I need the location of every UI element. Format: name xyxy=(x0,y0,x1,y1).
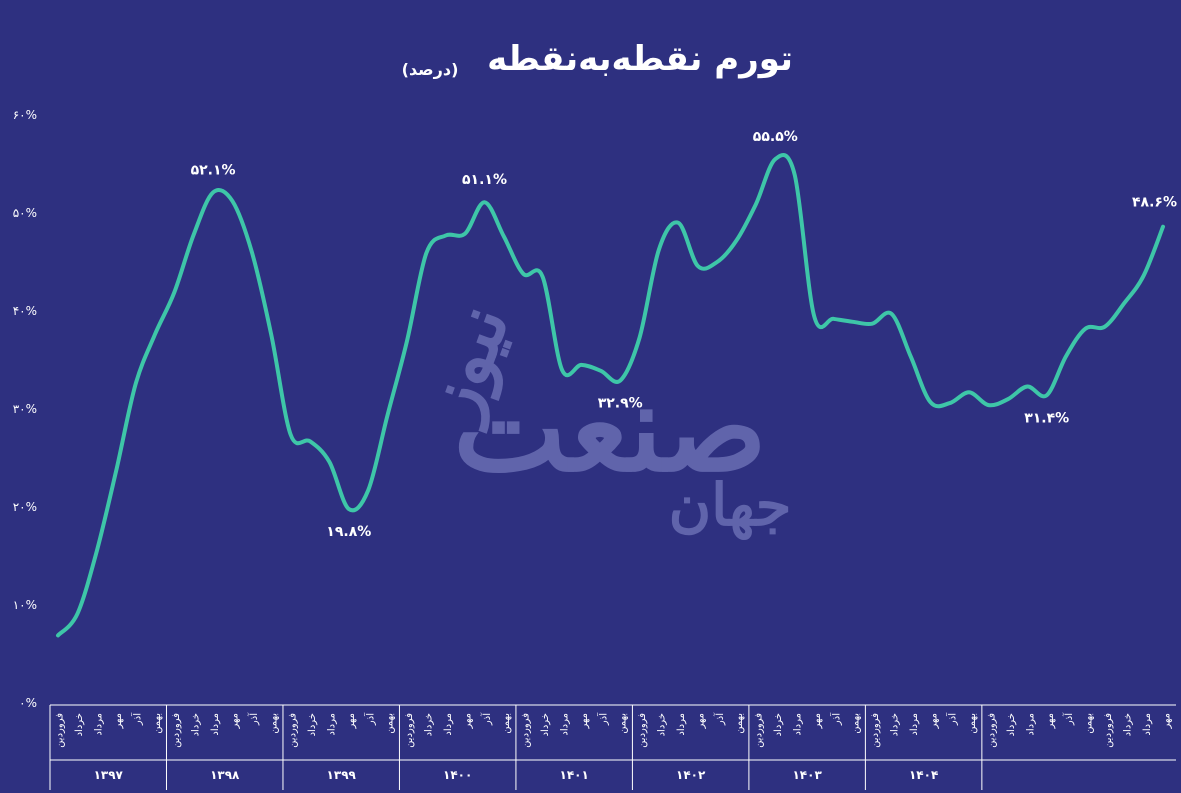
month-label: فروردین xyxy=(171,713,182,748)
month-label: خرداد xyxy=(773,713,784,736)
annotations: ۵۲.۱% ۱۹.۸% ۵۱.۱% ۳۲.۹% ۵۵.۵% ۳۱.۴% ۴۸.۶% xyxy=(191,129,1177,540)
month-label: فروردین xyxy=(55,713,66,748)
month-label: بهمن xyxy=(501,713,512,734)
chart-title: تورم نقطه‌به‌نقطه xyxy=(487,39,793,79)
month-label: مهر xyxy=(113,713,124,729)
x-axis: ۱۳۹۷ ۱۳۹۸ ۱۳۹۹ ۱۴۰۰ ۱۴۰۱ ۱۴۰۲ ۱۴۰۳ ۱۴۰۴ فروردین خ… xyxy=(49,704,1176,790)
data-label: ۵۱.۱% xyxy=(462,172,507,188)
month-label: مرداد xyxy=(792,713,803,736)
month-label: بهمن xyxy=(152,713,163,734)
year-label: ۱۳۹۸ xyxy=(210,768,240,782)
month-label: مهر xyxy=(812,713,823,729)
data-label: ۵۵.۵% xyxy=(753,129,798,145)
month-label: فروردین xyxy=(870,713,881,748)
data-label: ۱۹.۸% xyxy=(326,524,371,540)
month-label: آذر xyxy=(596,712,609,726)
watermark-line2: صنعت xyxy=(453,358,767,499)
month-label: آذر xyxy=(480,712,493,726)
month-label: آذر xyxy=(130,712,143,726)
month-label: بهمن xyxy=(1084,713,1095,734)
month-label: مرداد xyxy=(94,713,105,736)
month-label: فروردین xyxy=(637,713,648,748)
series-group xyxy=(56,153,1165,638)
y-tick-label: ۱۰% xyxy=(13,598,37,612)
y-tick-label: ۶۰% xyxy=(13,108,37,122)
month-label: فروردین xyxy=(404,713,415,748)
month-label: آذر xyxy=(363,712,376,726)
data-label: ۵۲.۱% xyxy=(191,162,236,178)
month-label: خرداد xyxy=(1122,713,1133,736)
month-label: آذر xyxy=(829,712,842,726)
month-label: خرداد xyxy=(424,713,435,736)
month-label: خرداد xyxy=(540,713,551,736)
month-label: مرداد xyxy=(443,713,454,736)
month-label: آذر xyxy=(247,712,260,726)
month-label: بهمن xyxy=(967,713,978,734)
month-label: خرداد xyxy=(74,713,85,736)
month-label: مهر xyxy=(346,713,357,729)
year-label: ۱۳۹۹ xyxy=(327,768,357,782)
y-tick-label: ۵۰% xyxy=(13,206,37,220)
month-label: مرداد xyxy=(1142,713,1153,736)
month-label: مرداد xyxy=(909,713,920,736)
month-label: بهمن xyxy=(268,713,279,734)
month-label: فروردین xyxy=(1103,713,1114,748)
month-label: آذر xyxy=(713,712,726,726)
month-label: آذر xyxy=(946,712,959,726)
y-axis: ۰% ۱۰% ۲۰% ۳۰% ۴۰% ۵۰% ۶۰% xyxy=(13,108,37,710)
y-tick-label: ۴۰% xyxy=(13,304,37,318)
month-label: بهمن xyxy=(618,713,629,734)
chart-subtitle: (درصد) xyxy=(402,60,459,79)
year-label: ۱۴۰۴ xyxy=(909,768,938,782)
month-label: خرداد xyxy=(657,713,668,736)
year-label: ۱۳۹۷ xyxy=(94,768,124,782)
month-label: بهمن xyxy=(734,713,745,734)
month-label: مرداد xyxy=(210,713,221,736)
y-tick-label: ۳۰% xyxy=(13,402,37,416)
month-label: فروردین xyxy=(754,713,765,748)
month-label: مهر xyxy=(928,713,939,729)
month-label: مرداد xyxy=(1025,713,1036,736)
month-label: مهر xyxy=(1161,713,1172,729)
month-label: بهمن xyxy=(851,713,862,734)
month-label: مرداد xyxy=(327,713,338,736)
month-label: آذر xyxy=(1062,712,1075,726)
month-label: خرداد xyxy=(307,713,318,736)
watermark-line3: جهان xyxy=(669,471,792,541)
data-label: ۴۸.۶% xyxy=(1132,195,1177,211)
year-label: ۱۴۰۱ xyxy=(560,768,589,782)
month-label: بهمن xyxy=(385,713,396,734)
month-label: خرداد xyxy=(1006,713,1017,736)
month-label: فروردین xyxy=(521,713,532,748)
month-label: مهر xyxy=(462,713,473,729)
month-label: خرداد xyxy=(890,713,901,736)
month-label: مهر xyxy=(1045,713,1056,729)
month-label: خرداد xyxy=(191,713,202,736)
data-label: ۳۲.۹% xyxy=(598,396,643,412)
data-label: ۳۱.۴% xyxy=(1024,410,1069,426)
month-label: مرداد xyxy=(559,713,570,736)
month-label: مهر xyxy=(579,713,590,729)
month-label: فروردین xyxy=(987,713,998,748)
month-label: مهر xyxy=(695,713,706,729)
watermark: نیوز صنعت جهان xyxy=(405,293,791,541)
year-label: ۱۴۰۲ xyxy=(676,768,706,782)
year-label: ۱۴۰۳ xyxy=(792,768,822,782)
year-label: ۱۴۰۰ xyxy=(443,768,472,782)
y-tick-label: ۰% xyxy=(19,696,37,710)
y-tick-label: ۲۰% xyxy=(13,500,37,514)
month-label: مرداد xyxy=(676,713,687,736)
month-label: مهر xyxy=(229,713,240,729)
month-label: فروردین xyxy=(288,713,299,748)
